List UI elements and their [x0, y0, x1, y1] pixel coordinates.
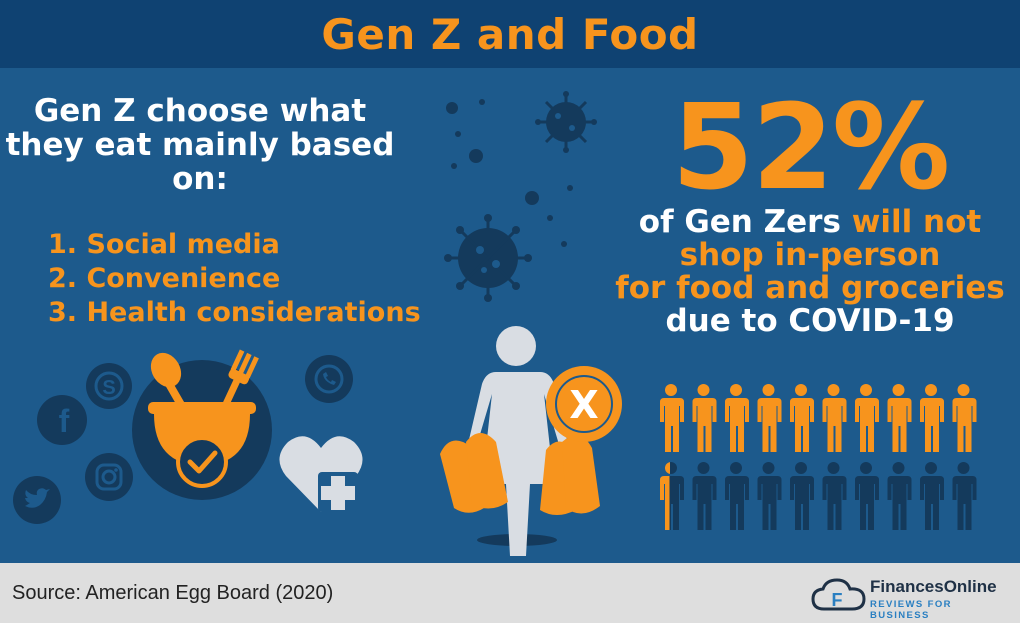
person-icon: [887, 384, 912, 452]
reason-item: 1. Social media: [48, 229, 280, 260]
shopper-figure: X: [440, 326, 622, 556]
person-icon: [855, 384, 879, 452]
person-icon: [757, 384, 782, 452]
svg-text:f: f: [59, 403, 70, 439]
person-icon: [725, 384, 749, 452]
footer-bar: Source: American Egg Board (2020) F Fina…: [0, 563, 1020, 623]
person-icon: [692, 462, 717, 530]
health-heart-icon: [279, 436, 363, 512]
reason-item: 2. Convenience: [48, 263, 281, 294]
person-icon: [790, 384, 814, 452]
brand-name: FinancesOnline: [870, 577, 997, 596]
person-icon: [822, 462, 847, 530]
stat-description: of Gen Zers will not shop in-person for …: [600, 206, 1020, 338]
person-icon: [692, 384, 717, 452]
intro-text: Gen Z choose what they eat mainly based …: [5, 93, 395, 197]
person-icon: [855, 462, 879, 530]
source-citation: Source: American Egg Board (2020): [12, 582, 334, 604]
stat-percentage: 52%: [671, 78, 950, 216]
person-icon: [822, 384, 847, 452]
instagram-icon: [85, 453, 133, 501]
person-icon: [952, 384, 977, 452]
person-icon: [920, 462, 944, 530]
cloud-logo-icon: F: [811, 578, 866, 611]
virus-decoration: [444, 91, 597, 302]
svg-text:S: S: [102, 377, 115, 399]
header-bar: Gen Z and Food: [0, 0, 1020, 68]
svg-text:F: F: [832, 590, 843, 610]
whatsapp-icon: [305, 355, 353, 403]
people-chart: [660, 384, 977, 530]
reasons-list: 1. Social media 2. Convenience 3. Health…: [48, 228, 421, 330]
infographic-body: Gen Z choose what they eat mainly based …: [0, 68, 1020, 563]
x-mark: X: [569, 383, 598, 427]
person-icon: [952, 462, 977, 530]
person-icon: [660, 384, 684, 452]
person-icon: [920, 384, 944, 452]
page-title: Gen Z and Food: [321, 10, 699, 59]
person-icon: [725, 462, 749, 530]
facebook-icon: f: [37, 395, 87, 445]
person-icon: [887, 462, 912, 530]
stat-line1-white: of Gen Zers: [638, 204, 852, 240]
skype-icon: S: [86, 363, 132, 409]
stat-line3: for food and groceries: [615, 270, 1005, 306]
brand-tagline: REVIEWS FOR BUSINESS: [870, 599, 952, 621]
person-icon: [660, 462, 684, 530]
stat-block: 52% of Gen Zers will not shop in-person …: [600, 88, 1020, 338]
person-icon: [757, 462, 782, 530]
brand-logo: F FinancesOnline REVIEWS FOR BUSINESS: [811, 575, 1012, 621]
food-bowl-icon: [132, 349, 272, 500]
person-icon: [790, 462, 814, 530]
reason-item: 3. Health considerations: [48, 297, 421, 328]
stat-line2: shop in-person: [679, 237, 941, 273]
stat-line4: due to COVID-19: [665, 303, 955, 339]
stat-line1-orange: will not: [851, 204, 982, 240]
twitter-icon: [13, 476, 61, 524]
